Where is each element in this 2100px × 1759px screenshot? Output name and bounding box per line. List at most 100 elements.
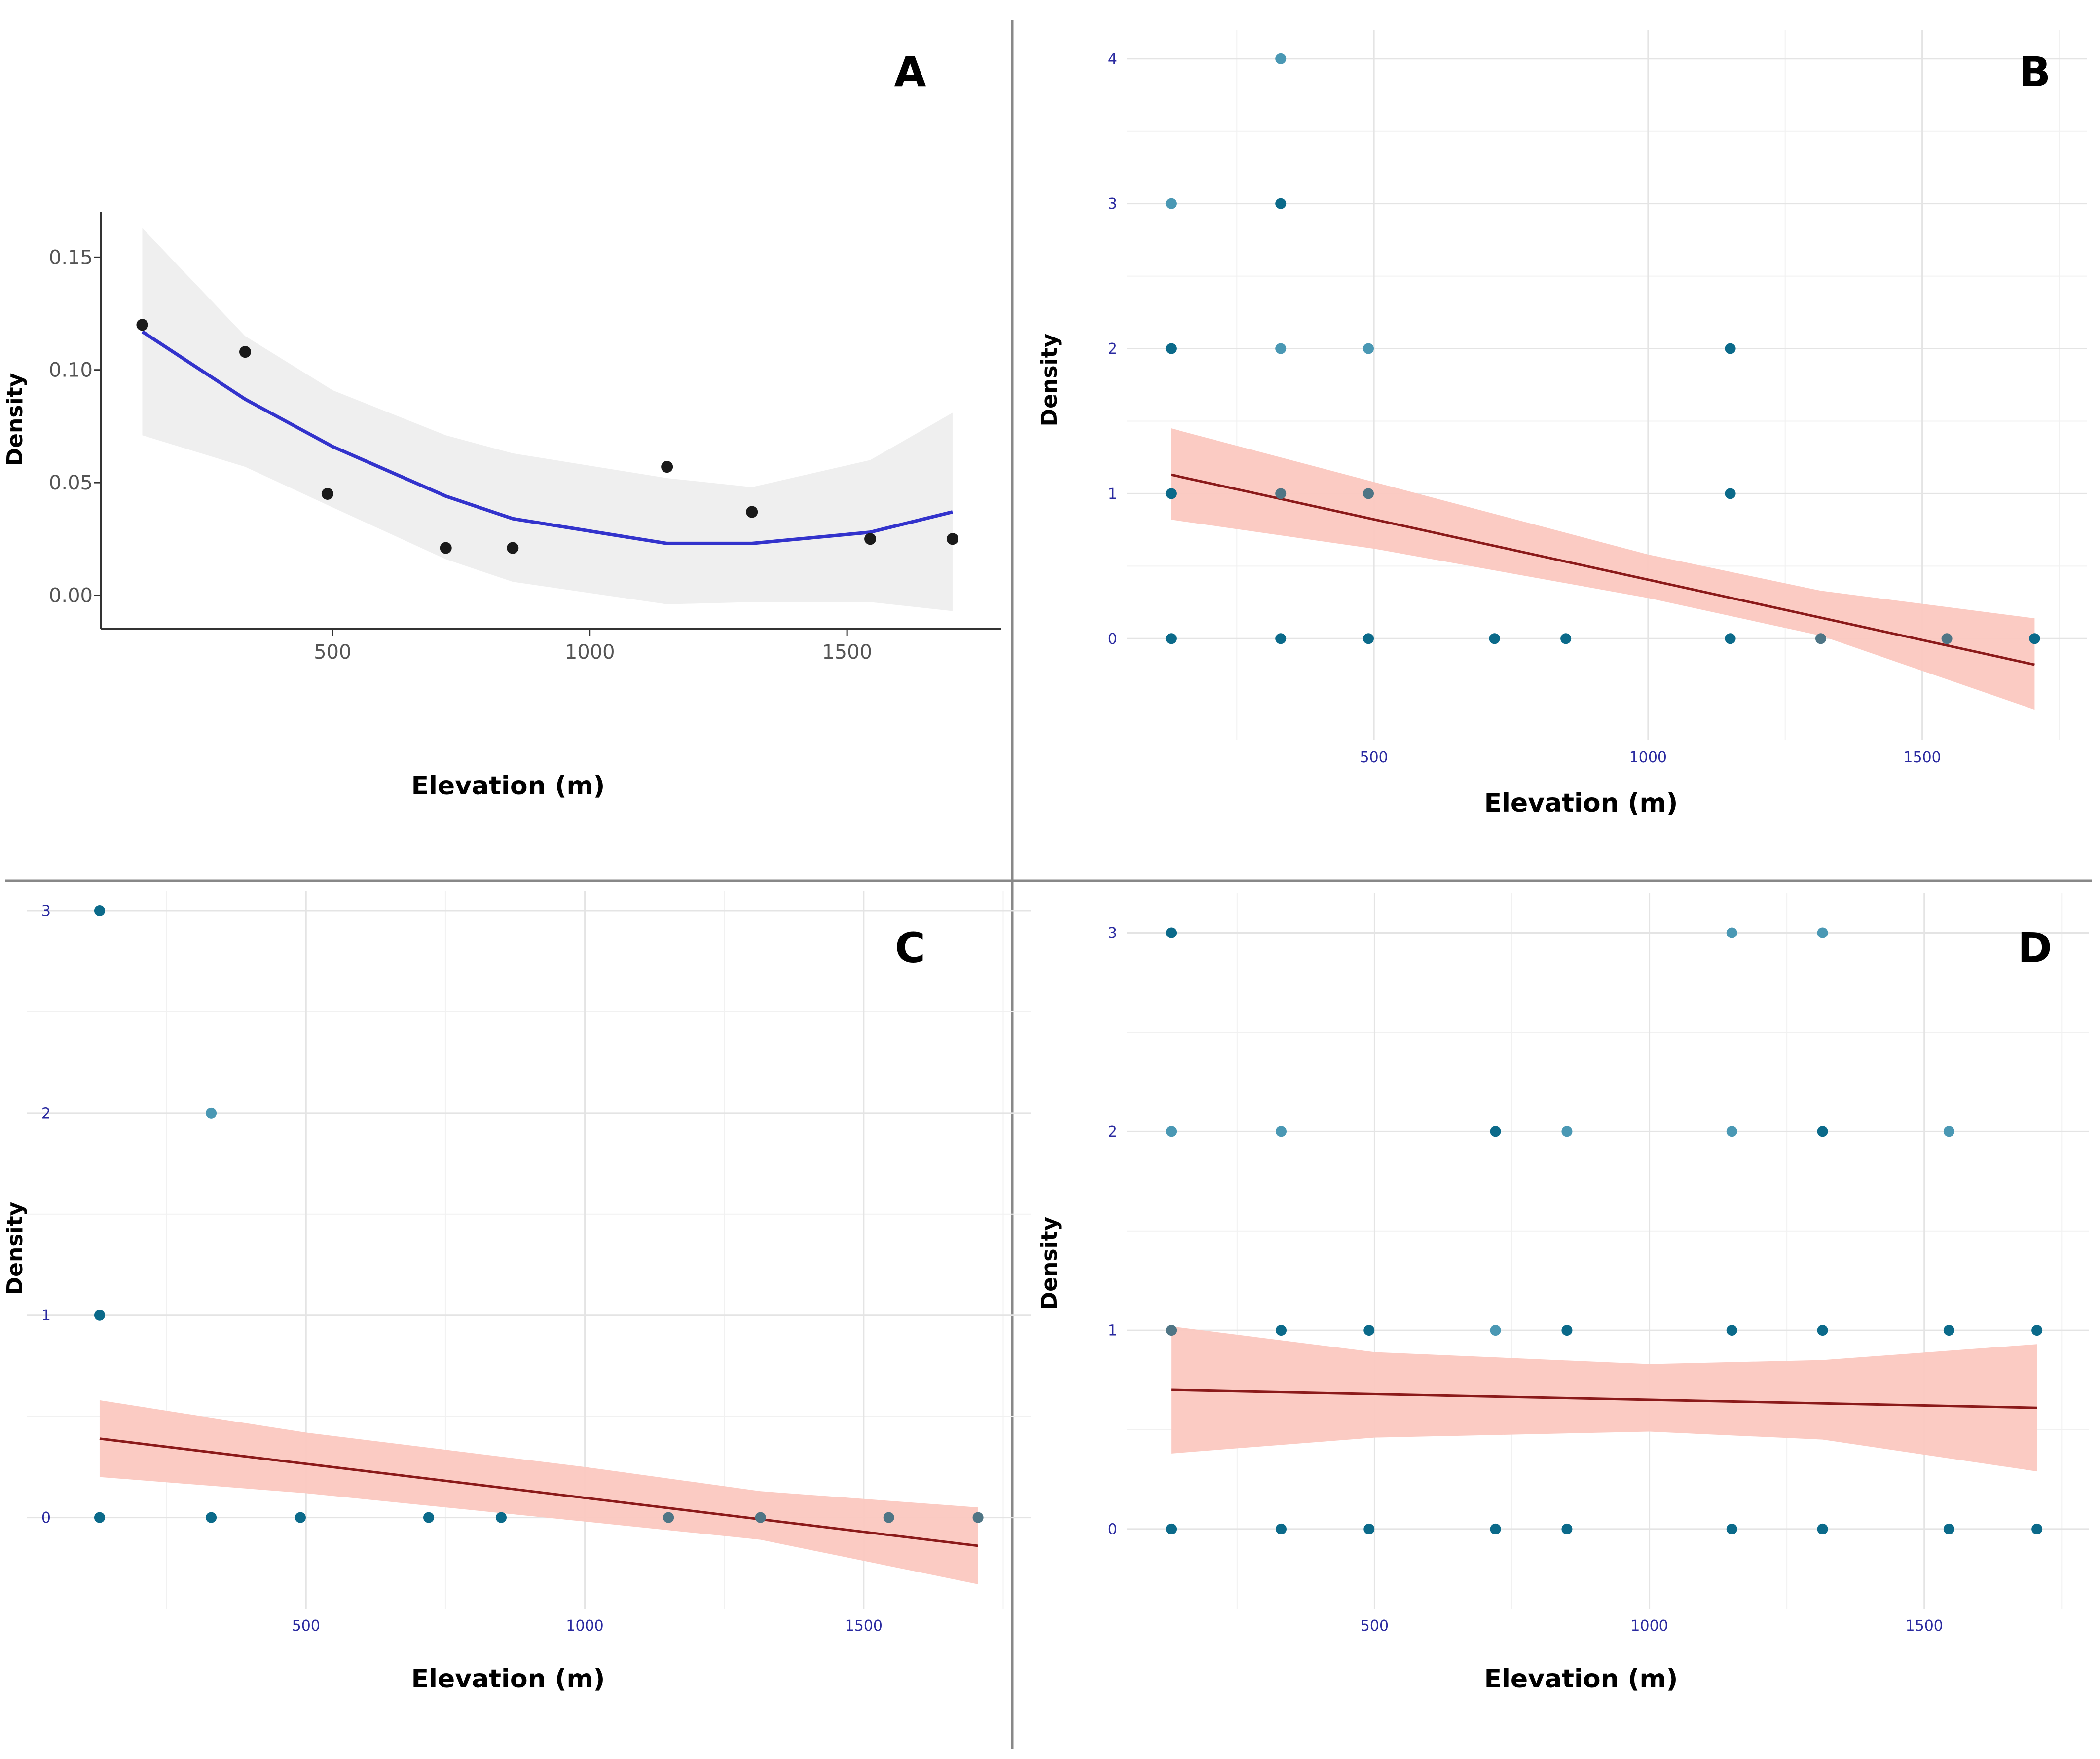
- y-tick-label: 0.05: [49, 472, 93, 494]
- x-tick-label: 1000: [566, 1617, 603, 1635]
- fit-line: [99, 1437, 978, 1547]
- data-point: [2031, 1325, 2043, 1336]
- y-tick-label: 3: [1108, 925, 1117, 942]
- y-tick-label: 0: [1108, 1521, 1117, 1538]
- data-point: [206, 1512, 217, 1523]
- x-tick-label: 1000: [1630, 1617, 1668, 1635]
- y-axis-title: Density: [1037, 1217, 1062, 1310]
- data-point: [755, 1512, 766, 1523]
- data-point: [507, 542, 519, 554]
- data-point: [972, 1512, 984, 1523]
- data-point: [1817, 1325, 1828, 1336]
- y-tick-label: 3: [1108, 195, 1117, 213]
- data-point: [1725, 633, 1736, 644]
- y-axis-title: Density: [2, 1202, 28, 1295]
- data-point: [1275, 488, 1287, 499]
- data-point: [1560, 633, 1572, 644]
- data-point: [1943, 1523, 1954, 1534]
- data-point: [94, 905, 105, 916]
- panel-label: A: [894, 48, 926, 96]
- data-point: [1726, 1523, 1737, 1534]
- data-point: [1165, 198, 1177, 209]
- data-point: [1363, 1523, 1375, 1534]
- data-point: [1363, 1325, 1375, 1336]
- confidence-band: [142, 227, 953, 611]
- data-point: [2029, 633, 2040, 644]
- data-point: [1943, 1325, 1954, 1336]
- data-point: [1275, 198, 1287, 209]
- data-point: [663, 1512, 674, 1523]
- y-tick-label: 2: [1108, 1123, 1117, 1141]
- data-point: [1941, 633, 1953, 644]
- data-point: [239, 346, 251, 358]
- data-point: [746, 506, 758, 518]
- data-point: [1166, 927, 1177, 938]
- x-axis-title: Elevation (m): [1484, 788, 1678, 818]
- data-point: [1490, 1126, 1501, 1137]
- x-tick-label: 500: [1361, 1617, 1389, 1635]
- data-point: [1725, 488, 1736, 499]
- x-tick-label: 1500: [1906, 1617, 1943, 1635]
- data-point: [1165, 343, 1177, 354]
- data-point: [883, 1512, 894, 1523]
- y-tick-label: 0.10: [49, 359, 93, 382]
- data-point: [1561, 1523, 1573, 1534]
- data-point: [1943, 1126, 1954, 1137]
- data-point: [206, 1107, 217, 1119]
- fit-line: [141, 330, 953, 545]
- x-tick-label: 500: [314, 641, 351, 664]
- data-point: [1815, 633, 1826, 644]
- y-tick-label: 3: [41, 902, 51, 920]
- chart-panel-a: 500 1000 1500 0.00 0.05 0.10 0.15 Elevation (m)…: [2, 48, 1001, 801]
- data-point: [1489, 633, 1500, 644]
- y-tick-label: 0.15: [49, 246, 93, 269]
- x-tick-label: 1500: [822, 641, 872, 664]
- data-point: [1166, 1325, 1177, 1336]
- chart-panel-b: 500 1000 1500 0 1 2 3 4 Elevation (m) Density B: [1037, 30, 2087, 818]
- data-point: [1165, 633, 1177, 644]
- panel-label: B: [2019, 48, 2051, 96]
- fit-line: [1171, 473, 2035, 666]
- data-point: [1276, 1523, 1287, 1534]
- x-tick-label: 500: [1360, 749, 1388, 766]
- x-axis-title: Elevation (m): [411, 771, 605, 801]
- data-point: [1726, 1126, 1737, 1137]
- data-point: [1490, 1325, 1501, 1336]
- data-point: [1561, 1126, 1573, 1137]
- data-point: [94, 1512, 105, 1523]
- data-point: [946, 533, 958, 545]
- data-point: [1817, 1523, 1828, 1534]
- panel-label: C: [895, 924, 925, 972]
- data-point: [1363, 343, 1374, 354]
- chart-panel-c: 500 1000 1500 0 1 2 3 Elevation (m) Density C: [2, 891, 1031, 1694]
- data-point: [94, 1310, 105, 1321]
- data-point: [1275, 633, 1287, 644]
- y-tick-label: 1: [1108, 486, 1117, 503]
- data-point: [1726, 927, 1737, 938]
- data-point: [423, 1512, 434, 1523]
- y-tick-label: 0.00: [49, 584, 93, 607]
- x-axis-title: Elevation (m): [411, 1664, 605, 1694]
- y-tick-label: 4: [1108, 50, 1117, 68]
- y-tick-label: 2: [41, 1105, 51, 1122]
- data-point: [1363, 488, 1374, 499]
- y-tick-label: 1: [1108, 1322, 1117, 1340]
- data-point: [440, 542, 452, 554]
- fit-line: [1171, 1388, 2037, 1409]
- x-axis-title: Elevation (m): [1484, 1664, 1678, 1694]
- data-point: [1363, 633, 1374, 644]
- x-tick-label: 1500: [845, 1617, 883, 1635]
- data-point: [1166, 1126, 1177, 1137]
- data-point: [1166, 1523, 1177, 1534]
- y-axis-title: Density: [2, 373, 28, 466]
- data-point: [661, 461, 673, 473]
- data-point: [1726, 1325, 1737, 1336]
- y-tick-label: 1: [41, 1307, 51, 1324]
- y-tick-label: 2: [1108, 340, 1117, 358]
- data-point: [1165, 488, 1177, 499]
- data-point: [864, 533, 877, 545]
- data-point: [1561, 1325, 1573, 1336]
- chart-panel-d: 500 1000 1500 0 1 2 3 Elevation (m) Density D: [1037, 893, 2089, 1694]
- data-point: [1817, 1126, 1828, 1137]
